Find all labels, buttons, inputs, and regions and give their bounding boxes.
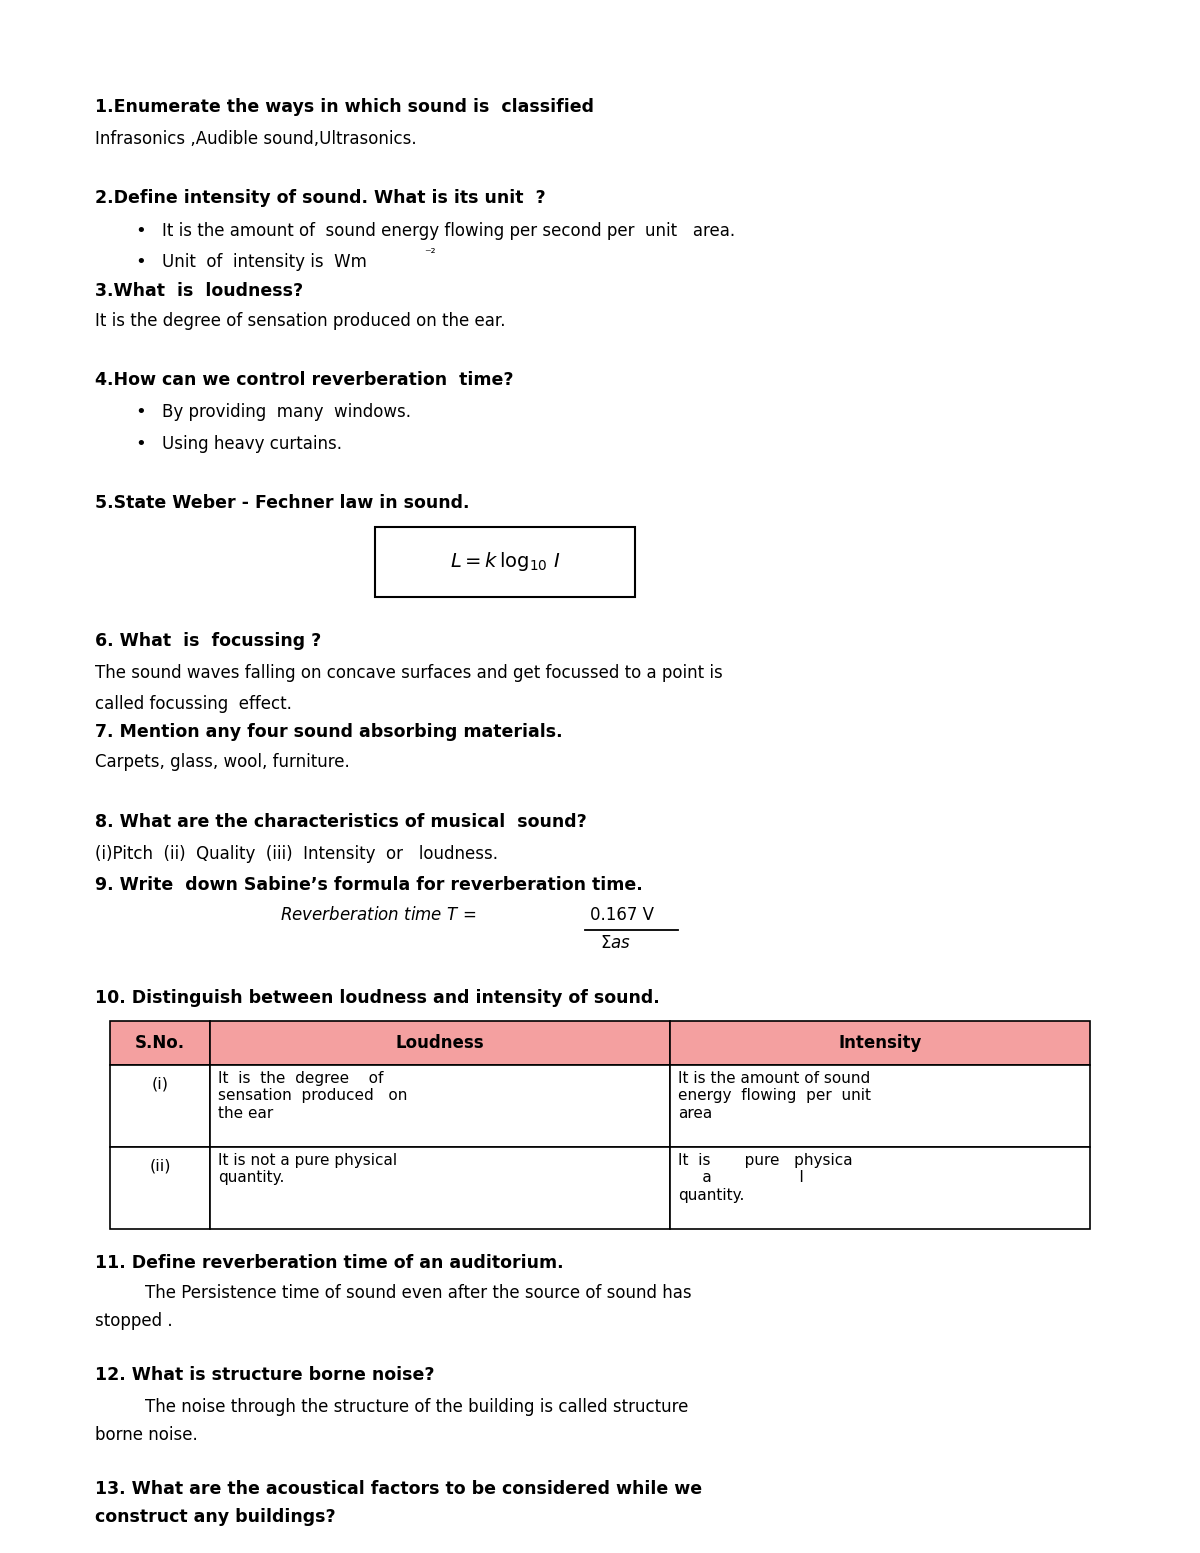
Text: (ii): (ii) (149, 1159, 170, 1174)
Text: By providing  many  windows.: By providing many windows. (162, 404, 410, 421)
Text: 10. Distinguish between loudness and intensity of sound.: 10. Distinguish between loudness and int… (95, 989, 660, 1006)
Text: •: • (134, 404, 145, 421)
Text: Intensity: Intensity (839, 1034, 922, 1051)
FancyBboxPatch shape (374, 526, 635, 596)
Polygon shape (210, 1148, 670, 1228)
Text: 2.Define intensity of sound. What is its unit  ?: 2.Define intensity of sound. What is its… (95, 189, 546, 208)
Polygon shape (210, 1065, 670, 1148)
Text: The noise through the structure of the building is called structure: The noise through the structure of the b… (145, 1398, 689, 1416)
Polygon shape (110, 1020, 210, 1065)
Text: 5.State Weber - Fechner law in sound.: 5.State Weber - Fechner law in sound. (95, 494, 469, 512)
Text: 7. Mention any four sound absorbing materials.: 7. Mention any four sound absorbing mate… (95, 724, 563, 741)
Text: 8. What are the characteristics of musical  sound?: 8. What are the characteristics of music… (95, 812, 587, 831)
Text: borne noise.: borne noise. (95, 1426, 198, 1444)
Text: (i): (i) (151, 1076, 168, 1092)
Text: construct any buildings?: construct any buildings? (95, 1508, 336, 1525)
Text: 9. Write  down Sabine’s formula for reverberation time.: 9. Write down Sabine’s formula for rever… (95, 876, 643, 895)
Text: called focussing  effect.: called focussing effect. (95, 696, 292, 713)
Polygon shape (210, 1020, 670, 1065)
Text: 12. What is structure borne noise?: 12. What is structure borne noise? (95, 1365, 434, 1384)
Polygon shape (670, 1065, 1090, 1148)
Polygon shape (110, 1065, 210, 1148)
Polygon shape (110, 1148, 210, 1228)
Text: $L = k\,\log_{10}\,I$: $L = k\,\log_{10}\,I$ (450, 550, 560, 573)
Text: $\Sigma as$: $\Sigma as$ (600, 935, 631, 952)
Text: (i)Pitch  (ii)  Quality  (iii)  Intensity  or   loudness.: (i)Pitch (ii) Quality (iii) Intensity or… (95, 845, 498, 863)
Text: ⁻²: ⁻² (424, 247, 436, 261)
Text: •: • (134, 435, 145, 452)
Text: 0.167 V: 0.167 V (590, 905, 654, 924)
Polygon shape (670, 1020, 1090, 1065)
Polygon shape (670, 1148, 1090, 1228)
Text: The sound waves falling on concave surfaces and get focussed to a point is: The sound waves falling on concave surfa… (95, 665, 722, 682)
Text: Carpets, glass, wool, furniture.: Carpets, glass, wool, furniture. (95, 753, 349, 772)
Text: 6. What  is  focussing ?: 6. What is focussing ? (95, 632, 322, 651)
Text: Using heavy curtains.: Using heavy curtains. (162, 435, 342, 452)
Text: 13. What are the acoustical factors to be considered while we: 13. What are the acoustical factors to b… (95, 1480, 702, 1497)
Text: Infrasonics ,Audible sound,Ultrasonics.: Infrasonics ,Audible sound,Ultrasonics. (95, 130, 416, 148)
Text: Loudness: Loudness (396, 1034, 485, 1051)
Text: It is the degree of sensation produced on the ear.: It is the degree of sensation produced o… (95, 312, 505, 329)
Text: 4.How can we control reverberation  time?: 4.How can we control reverberation time? (95, 371, 514, 390)
Text: It is the amount of sound
energy  flowing  per  unit
area: It is the amount of sound energy flowing… (678, 1072, 871, 1121)
Text: It is not a pure physical
quantity.: It is not a pure physical quantity. (218, 1152, 397, 1185)
Text: It  is       pure   physica
     a                  l
quantity.: It is pure physica a l quantity. (678, 1152, 853, 1202)
Text: Unit  of  intensity is  Wm: Unit of intensity is Wm (162, 253, 367, 270)
Text: Reverberation time $T\,=$: Reverberation time $T\,=$ (280, 905, 476, 924)
Text: S.No.: S.No. (134, 1034, 185, 1051)
Text: •: • (134, 222, 145, 239)
Text: 3.What  is  loudness?: 3.What is loudness? (95, 283, 304, 300)
Text: 1.Enumerate the ways in which sound is  classified: 1.Enumerate the ways in which sound is c… (95, 98, 594, 116)
Text: •: • (134, 253, 145, 270)
Text: 11. Define reverberation time of an auditorium.: 11. Define reverberation time of an audi… (95, 1253, 564, 1272)
Text: It is the amount of  sound energy flowing per second per  unit   area.: It is the amount of sound energy flowing… (162, 222, 736, 239)
Text: It  is  the  degree    of
sensation  produced   on
the ear: It is the degree of sensation produced o… (218, 1072, 407, 1121)
Text: stopped .: stopped . (95, 1312, 173, 1329)
Text: The Persistence time of sound even after the source of sound has: The Persistence time of sound even after… (145, 1284, 691, 1301)
